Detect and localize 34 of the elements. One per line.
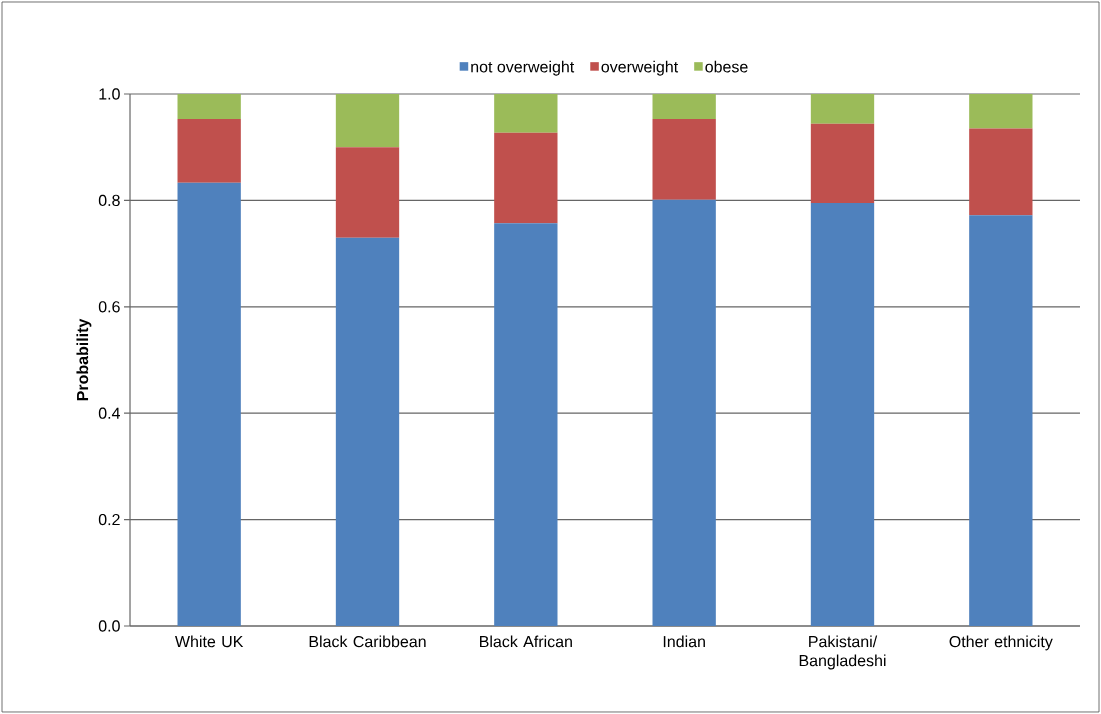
y-tick-label: 0.2 bbox=[98, 513, 120, 526]
bar bbox=[177, 182, 241, 626]
bar bbox=[652, 118, 716, 200]
bar bbox=[494, 93, 558, 133]
bar bbox=[177, 93, 241, 119]
x-tick-label: Black Caribbean bbox=[309, 635, 426, 648]
x-tick-label: Indian bbox=[663, 635, 705, 648]
bar bbox=[969, 215, 1033, 626]
bar bbox=[494, 223, 558, 626]
legend-label: obese bbox=[705, 60, 748, 73]
x-tick-label: White UK bbox=[175, 635, 244, 648]
x-tick-label: Other ethnicity bbox=[949, 635, 1053, 651]
y-tick-label: 0.4 bbox=[98, 407, 120, 419]
x-tick-label: Black African bbox=[480, 635, 572, 648]
legend-label: overweight bbox=[601, 60, 679, 76]
bar bbox=[494, 132, 558, 224]
y-tick-label: 0.6 bbox=[98, 301, 120, 313]
legend-label: not overweight bbox=[471, 60, 575, 76]
bar bbox=[652, 93, 716, 119]
bar bbox=[335, 147, 400, 238]
bar bbox=[335, 237, 400, 626]
bar bbox=[652, 199, 716, 626]
bar bbox=[969, 128, 1033, 216]
y-tick-label: 0.8 bbox=[98, 194, 120, 207]
x-tick-label: Pakistani/ Bangladeshi bbox=[799, 635, 886, 670]
y-tick-label: 0.0 bbox=[98, 620, 120, 632]
bar bbox=[969, 93, 1033, 129]
bar bbox=[810, 123, 875, 204]
bar bbox=[810, 93, 875, 124]
y-tick-label: 1.0 bbox=[99, 88, 120, 100]
bar bbox=[810, 203, 875, 626]
bar bbox=[177, 118, 241, 183]
y-axis-title: Probability bbox=[76, 318, 92, 401]
bar bbox=[335, 93, 400, 148]
